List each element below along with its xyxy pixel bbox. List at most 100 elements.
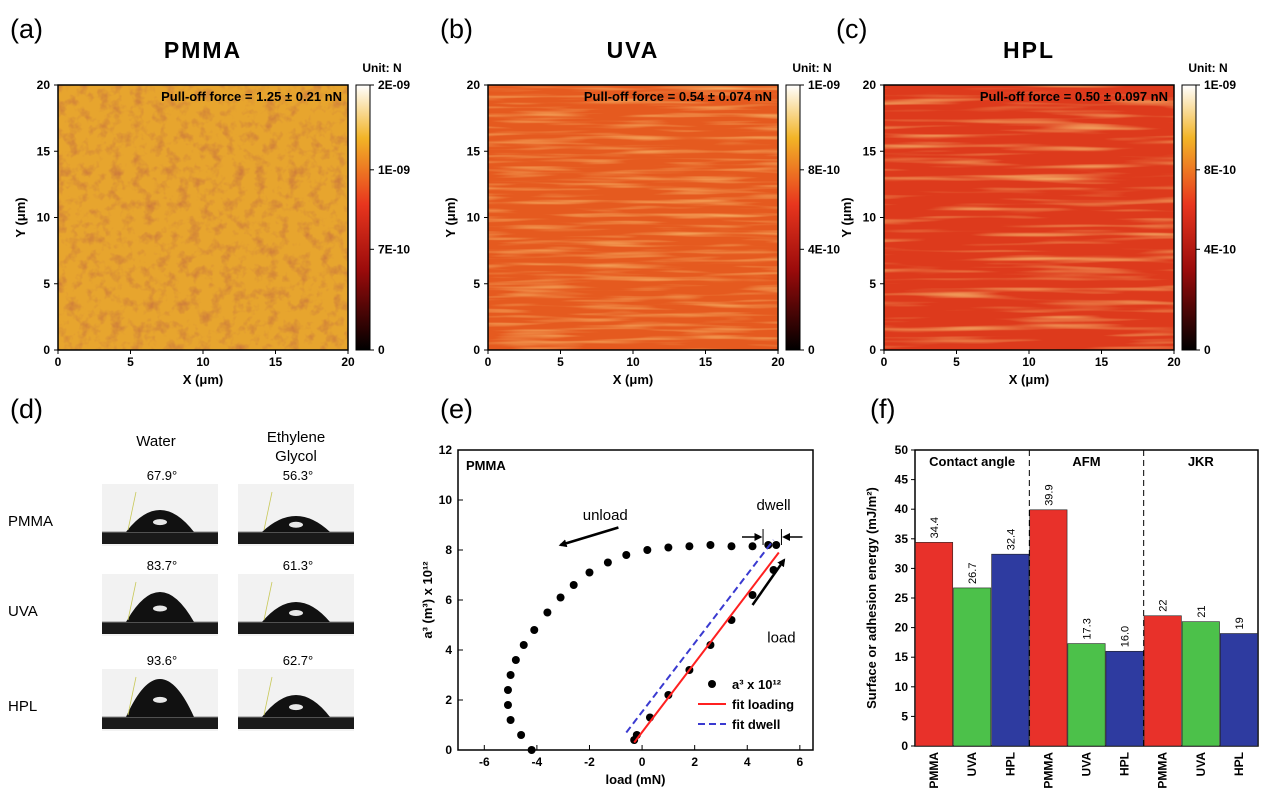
- data-point: [530, 626, 539, 634]
- legend-entry: a³ x 10¹²: [708, 677, 782, 692]
- plot-area-e: [457, 449, 814, 751]
- data-point: [543, 608, 552, 617]
- pull-off-force-label: Pull-off force = 1.25 ± 0.21 nN: [161, 89, 342, 104]
- data-point: [727, 542, 736, 551]
- tangent-line: [127, 491, 137, 531]
- map-panel-c: (c) HPL Pull-off force = 0.50 ± 0.097 nN 0 5…: [836, 14, 1236, 387]
- x-tick-label: 10: [1022, 355, 1036, 369]
- panel-letter-e: (e): [440, 394, 473, 424]
- colorbar-tick-label: 4E-10: [1204, 242, 1236, 256]
- panel-letter-d: (d): [10, 394, 43, 424]
- pull-off-force-label: Pull-off force = 0.54 ± 0.074 nN: [584, 89, 772, 104]
- x-tick-label: 20: [771, 355, 785, 369]
- material-label: UVA: [8, 603, 38, 620]
- x-tick-label: 20: [341, 355, 355, 369]
- data-point: [503, 686, 512, 694]
- y-axis-label: a³ (m³) x 10¹²: [420, 561, 435, 639]
- x-tick-label: 15: [1095, 355, 1109, 369]
- data-point: [706, 541, 715, 549]
- load-label: load: [767, 630, 795, 647]
- data-point: [511, 656, 520, 664]
- water-droplet-image: [102, 484, 218, 546]
- y-tick-label: 0: [901, 739, 908, 753]
- y-tick-label: 35: [895, 532, 909, 546]
- y-tick-label: 40: [895, 502, 909, 516]
- substrate: [102, 622, 218, 634]
- force-map-texture: [58, 85, 348, 350]
- colorbar-tick-label: 7E-10: [378, 242, 410, 256]
- y-tick-label: 50: [895, 443, 909, 457]
- group-label: AFM: [1072, 454, 1100, 469]
- x-tick-label: 15: [269, 355, 283, 369]
- data-point: [748, 591, 757, 599]
- glycol-droplet-image: [238, 669, 354, 731]
- droplet-highlight: [289, 521, 303, 528]
- y-tick-label: 15: [37, 144, 51, 158]
- colorbar-tick-label: 0: [378, 343, 385, 357]
- bar: [1067, 643, 1106, 747]
- category-label: HPL: [1118, 752, 1132, 776]
- tangent-line: [127, 581, 137, 621]
- colorbar-tick-label: 0: [1204, 343, 1211, 357]
- bar: [1181, 621, 1220, 747]
- y-tick-label: 10: [439, 493, 453, 507]
- data-point: [748, 542, 757, 551]
- x-tick-label: 0: [881, 355, 888, 369]
- tangent-line: [263, 581, 273, 621]
- y-tick-label: 25: [895, 591, 909, 605]
- y-tick-label: 0: [445, 743, 452, 757]
- y-tick-label: 20: [895, 621, 909, 635]
- water-droplet-image: [102, 669, 218, 731]
- colorbar-tick-label: 0: [808, 343, 815, 357]
- y-tick-label: 10: [37, 211, 51, 225]
- colorbar-tick-label: 1E-09: [378, 163, 410, 177]
- y-axis-label: Y (μm): [839, 197, 854, 237]
- y-tick-label: 5: [869, 277, 876, 291]
- category-label: UVA: [1080, 752, 1094, 777]
- x-tick-label: 10: [626, 355, 640, 369]
- colorbar: [355, 84, 371, 351]
- force-map-texture: [488, 85, 778, 350]
- data-point: [772, 541, 781, 549]
- x-tick-label: 0: [485, 355, 492, 369]
- map-title: HPL: [1003, 37, 1055, 63]
- x-tick-label: 10: [196, 355, 210, 369]
- panel-letter-b: (b): [440, 14, 473, 44]
- x-tick-label: 4: [744, 755, 751, 769]
- tangent-line: [263, 676, 273, 716]
- data-point: [764, 541, 773, 549]
- tangent-line: [127, 676, 137, 716]
- x-axis-label: load (mN): [606, 772, 666, 787]
- data-point: [527, 746, 536, 754]
- y-tick-label: 30: [895, 561, 909, 575]
- water-droplet-image: [102, 574, 218, 636]
- bar-value-label: 39.9: [1043, 484, 1055, 505]
- category-label: UVA: [965, 752, 979, 777]
- colorbar-tick-label: 2E-09: [378, 78, 410, 92]
- data-point: [506, 716, 515, 724]
- colorbar-tick-label: 1E-09: [1204, 78, 1236, 92]
- tangent-line: [263, 491, 273, 531]
- data-point: [643, 546, 652, 554]
- x-tick-label: 5: [557, 355, 564, 369]
- droplet-highlight: [153, 519, 167, 526]
- panel-letter-f: (f): [870, 394, 895, 424]
- column-glycol-label: Glycol: [275, 448, 317, 465]
- y-tick-label: 12: [439, 443, 453, 457]
- bar-value-label: 22: [1158, 600, 1170, 612]
- bar: [1143, 615, 1182, 747]
- substrate: [238, 532, 354, 544]
- category-label: HPL: [1232, 752, 1246, 776]
- material-label: PMMA: [466, 458, 506, 473]
- y-tick-label: 15: [863, 144, 877, 158]
- x-tick-label: 0: [639, 755, 646, 769]
- y-tick-label: 6: [445, 593, 452, 607]
- category-label: PMMA: [1041, 752, 1055, 789]
- load-arrow: [751, 558, 786, 606]
- force-maps: (a) PMMA Pull-off force = 1.25 ± 0.21 nN 0 5…: [10, 14, 1236, 387]
- droplet-highlight: [153, 605, 167, 612]
- glycol-droplet-image: [238, 484, 354, 546]
- bar-value-label: 16.0: [1120, 626, 1132, 647]
- x-tick-label: 6: [797, 755, 804, 769]
